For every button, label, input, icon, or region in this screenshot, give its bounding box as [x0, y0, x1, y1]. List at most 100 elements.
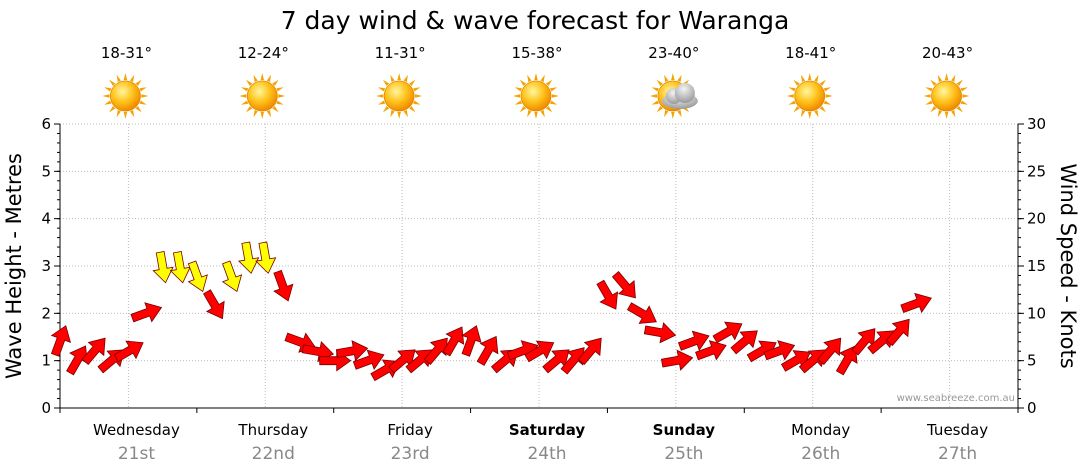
weather-row: 18-31° 12-24° 11-31° 15-38° 23-40° 18-41° 20-4…: [101, 44, 973, 119]
sun-ray: [109, 79, 116, 86]
sun-ray: [253, 74, 258, 82]
wind-arrow: [238, 241, 260, 274]
wind-arrow-shape: [900, 292, 933, 314]
sun-ray: [923, 94, 931, 98]
sun-ray: [104, 87, 112, 92]
cloud-puff: [674, 83, 695, 103]
wind-arrow-shape: [442, 326, 465, 357]
wind-arrow-shape: [611, 271, 636, 299]
wind-arrow-shape: [524, 340, 555, 363]
wind-arrow-shape: [712, 321, 743, 344]
sun-ray: [116, 74, 121, 82]
day-weather: 11-31°: [375, 44, 426, 119]
sun-ray: [272, 79, 279, 86]
sun-ray: [793, 79, 800, 86]
sun-ray: [413, 100, 421, 105]
wind-arrow: [885, 318, 910, 347]
sun-ray: [276, 87, 284, 92]
day-date: 23rd: [391, 444, 430, 464]
sun-ray: [246, 79, 253, 86]
right-tick-label: 15: [1027, 257, 1046, 275]
sun-ray: [814, 110, 819, 118]
sun-disc: [520, 80, 552, 112]
sun-ray: [819, 79, 826, 86]
sun-ray: [664, 74, 669, 82]
wind-arrow-shape: [885, 318, 910, 347]
sun-disc: [246, 80, 278, 112]
wind-arrow-shape: [763, 340, 796, 361]
wind-arrow-shape: [187, 260, 208, 293]
wind-arrow: [273, 269, 294, 302]
day-name: Saturday: [509, 421, 586, 439]
wind-arrow: [221, 260, 243, 293]
wind-arrow-shape: [335, 340, 369, 362]
wind-arrow-shape: [677, 330, 710, 351]
sun-ray: [937, 74, 943, 82]
day-weather: 18-31°: [101, 44, 152, 119]
right-axis: 0 5 10 15 20 25 30: [1017, 115, 1046, 417]
sun-ray: [278, 94, 286, 98]
sun-ray: [807, 73, 812, 81]
sun-ray: [397, 73, 401, 81]
sun-ray: [534, 73, 538, 81]
sun-ray: [800, 110, 806, 118]
day-date: 27th: [938, 444, 977, 464]
wind-arrow: [763, 340, 796, 361]
wind-arrow: [81, 337, 106, 366]
wind-arrow-shape: [695, 340, 727, 361]
sun-ray: [403, 74, 408, 82]
left-tick-label: 1: [41, 352, 51, 370]
sun-ray: [925, 87, 933, 92]
day-name: Thursday: [237, 421, 308, 439]
sun-ray: [546, 106, 553, 113]
sun-ray: [550, 100, 558, 105]
right-tick-label: 25: [1027, 162, 1046, 180]
sun-ray: [109, 106, 116, 113]
wind-arrow-shape: [130, 302, 163, 323]
sun-ray: [534, 111, 538, 119]
wind-arrow-shape: [405, 349, 433, 374]
left-axis: 0 1 2 3 4 5 6: [41, 115, 1019, 417]
right-axis-label: Wind Speed - Knots: [1056, 163, 1080, 368]
wind-arrow: [113, 340, 144, 363]
sun-ray: [825, 94, 833, 98]
temperature-range: 23-40°: [648, 44, 699, 62]
sun-ray: [377, 100, 386, 105]
right-tick-label: 20: [1027, 210, 1046, 228]
sun-ray: [276, 100, 284, 105]
sun-ray: [656, 106, 663, 113]
wind-arrow-shape: [113, 340, 144, 363]
sun-ray: [962, 94, 970, 98]
wind-arrow: [626, 302, 657, 324]
sun-ray: [135, 79, 142, 86]
wind-arrow-shape: [238, 241, 260, 274]
temperature-range: 20-43°: [922, 44, 973, 62]
left-tick-label: 0: [41, 399, 51, 417]
day-weather: 18-41°: [785, 44, 836, 119]
left-tick-label: 4: [41, 210, 51, 228]
wind-arrow: [352, 349, 385, 370]
day-date: 22nd: [252, 444, 295, 464]
day-weather: 15-38°: [511, 44, 563, 119]
wind-arrow-shape: [255, 241, 277, 274]
wind-arrow-shape: [169, 251, 191, 284]
sun-ray: [925, 100, 933, 105]
sun-ray: [129, 74, 135, 82]
sun-ray: [409, 106, 416, 113]
sun-icon: [786, 73, 833, 119]
sun-icon: [923, 73, 970, 119]
sun-ray: [527, 74, 532, 82]
sun-ray: [671, 111, 675, 119]
wind-arrow: [560, 347, 585, 375]
temperature-range: 18-41°: [785, 44, 836, 62]
wind-arrow: [405, 349, 433, 374]
wind-arrow: [712, 321, 743, 344]
sun-disc: [931, 80, 962, 112]
wind-arrow: [255, 241, 277, 274]
day-name: Sunday: [653, 421, 716, 439]
sun-ray: [266, 74, 272, 82]
day-name: Wednesday: [93, 421, 180, 439]
sun-ray: [819, 106, 826, 113]
sun-ray: [677, 110, 682, 118]
sun-ray: [514, 100, 522, 105]
